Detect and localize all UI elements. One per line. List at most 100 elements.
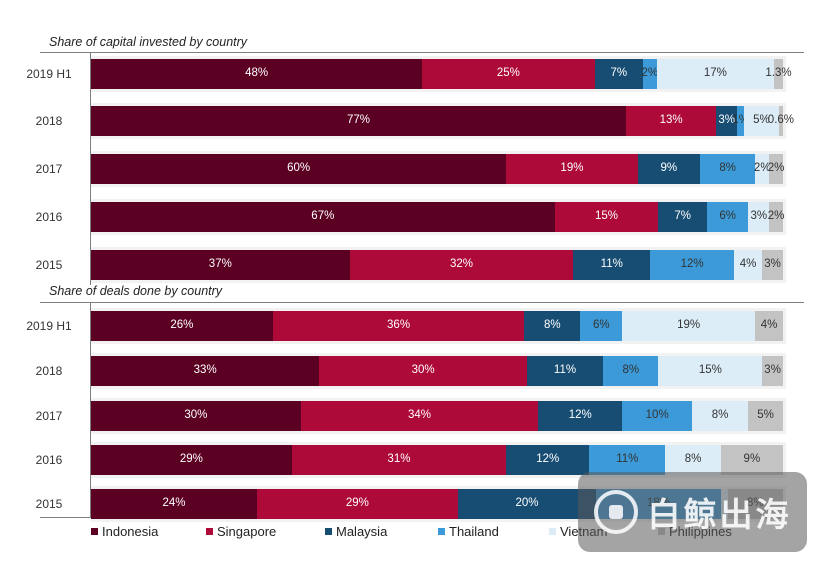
- category-label-2016: 2016: [35, 453, 63, 467]
- legend-label-singapore: Singapore: [217, 523, 277, 539]
- bar-segment-vietnam: [744, 106, 779, 136]
- panel-title-capital: Share of capital invested by country: [49, 35, 248, 49]
- bar-segment-thailand: [622, 401, 693, 431]
- legend-item-thailand: Thailand: [438, 523, 499, 539]
- data-label-indonesia: 24%: [162, 497, 186, 509]
- bar-segment-philippines: [774, 59, 783, 89]
- bar-segment-malaysia: [573, 250, 651, 280]
- data-label-singapore: 25%: [496, 67, 520, 79]
- bar-segment-thailand: [737, 106, 745, 136]
- bar-segment-singapore: [300, 401, 539, 431]
- data-label-singapore: 19%: [560, 162, 584, 174]
- bar-segment-malaysia: [526, 356, 604, 386]
- data-label-philippines: 2%: [767, 210, 785, 222]
- y-axis-capital: [90, 53, 91, 285]
- bar-segment-philippines: [720, 445, 783, 475]
- data-label-thailand: 6%: [719, 210, 736, 222]
- legend-swatch-malaysia: [325, 527, 332, 535]
- data-label-malaysia: 9%: [660, 162, 678, 174]
- bar-segment-philippines: [778, 106, 783, 136]
- data-label-singapore: 34%: [408, 409, 432, 421]
- data-label-philippines: 0.6%: [767, 114, 795, 126]
- bar-segment-thailand: [603, 356, 659, 386]
- bar-segment-thailand: [580, 311, 623, 341]
- x-axis-tick-deals: [40, 517, 91, 518]
- data-label-vietnam: 3%: [750, 210, 768, 222]
- category-label-2018: 2018: [35, 114, 63, 128]
- data-label-singapore: 30%: [411, 364, 435, 376]
- category-label-2015: 2015: [35, 497, 63, 511]
- bar-segment-singapore: [506, 154, 638, 184]
- data-label-malaysia: 8%: [544, 319, 561, 331]
- bar-segment-malaysia: [506, 445, 590, 475]
- category-label-2018: 2018: [35, 364, 63, 378]
- data-label-thailand: 2%: [641, 67, 659, 79]
- bar-segment-malaysia: [538, 401, 623, 431]
- bar-segment-philippines: [755, 311, 783, 341]
- data-label-indonesia: 33%: [193, 364, 217, 376]
- legend-swatch-singapore: [206, 527, 213, 535]
- bar-segment-singapore: [625, 106, 717, 136]
- legend-item-singapore: Singapore: [206, 523, 276, 539]
- bar-segment-philippines: [769, 154, 783, 184]
- legend-swatch-vietnam: [549, 527, 556, 535]
- category-label-2019-h1: 2019 H1: [26, 67, 72, 81]
- legend-label-indonesia: Indonesia: [102, 523, 159, 539]
- bar-segment-vietnam: [748, 202, 770, 232]
- data-label-thailand: 11%: [616, 453, 639, 465]
- bar-segment-vietnam: [734, 250, 763, 280]
- data-label-indonesia: 29%: [179, 453, 203, 465]
- data-label-indonesia: 26%: [170, 319, 194, 331]
- legend-swatch-indonesia: [91, 527, 98, 535]
- bar-segment-singapore: [291, 445, 507, 475]
- bar-segment-indonesia: [91, 356, 320, 386]
- category-label-2016: 2016: [35, 210, 63, 224]
- data-label-thailand: 12%: [680, 258, 704, 270]
- bar-segment-indonesia: [91, 401, 301, 431]
- data-label-vietnam: 15%: [698, 364, 722, 376]
- data-label-philippines: 3%: [764, 364, 781, 376]
- bar-segment-singapore: [349, 250, 574, 280]
- data-label-thailand: 10%: [645, 409, 669, 421]
- bar-segment-singapore: [257, 489, 458, 519]
- legend-item-indonesia: Indonesia: [91, 523, 158, 539]
- bar-segment-philippines: [769, 202, 783, 232]
- bar-segment-singapore: [422, 59, 595, 89]
- bar-segment-malaysia: [457, 489, 597, 519]
- bar-segment-malaysia: [637, 154, 700, 184]
- data-label-singapore: 32%: [449, 258, 473, 270]
- bar-segment-philippines: [762, 250, 783, 280]
- data-label-singapore: 15%: [595, 210, 619, 222]
- data-label-philippines: 5%: [757, 409, 774, 421]
- data-label-indonesia: 48%: [245, 67, 269, 79]
- watermark: 白鲸出海: [578, 472, 807, 552]
- bar-segment-indonesia: [91, 154, 507, 184]
- bar-segment-vietnam: [755, 154, 770, 184]
- bar-segment-philippines: [762, 356, 783, 386]
- data-label-malaysia: 20%: [515, 497, 539, 509]
- bar-segment-indonesia: [91, 59, 423, 89]
- bar-segment-malaysia: [658, 202, 707, 232]
- bar-segment-vietnam: [665, 445, 721, 475]
- category-label-2019-h1: 2019 H1: [26, 319, 72, 333]
- data-label-malaysia: 7%: [610, 67, 628, 79]
- bar-segment-indonesia: [91, 445, 292, 475]
- data-label-vietnam: 4%: [739, 258, 757, 270]
- bar-segment-thailand: [699, 154, 756, 184]
- data-label-vietnam: 8%: [684, 453, 702, 465]
- data-label-malaysia: 7%: [674, 210, 691, 222]
- category-label-2017: 2017: [35, 162, 63, 176]
- watermark-logo-icon: [593, 490, 638, 534]
- y-axis-deals: [90, 303, 91, 517]
- data-label-thailand: 8%: [622, 364, 640, 376]
- category-label-2017: 2017: [35, 409, 63, 423]
- data-label-indonesia: 77%: [346, 114, 370, 126]
- data-label-philippines: 3%: [764, 258, 781, 270]
- bar-segment-vietnam: [692, 401, 749, 431]
- bar-segment-malaysia: [716, 106, 738, 136]
- bar-segment-philippines: [748, 401, 783, 431]
- bar-segment-indonesia: [91, 106, 626, 136]
- bar-segment-vietnam: [658, 356, 763, 386]
- legend-label-malaysia: Malaysia: [336, 523, 388, 539]
